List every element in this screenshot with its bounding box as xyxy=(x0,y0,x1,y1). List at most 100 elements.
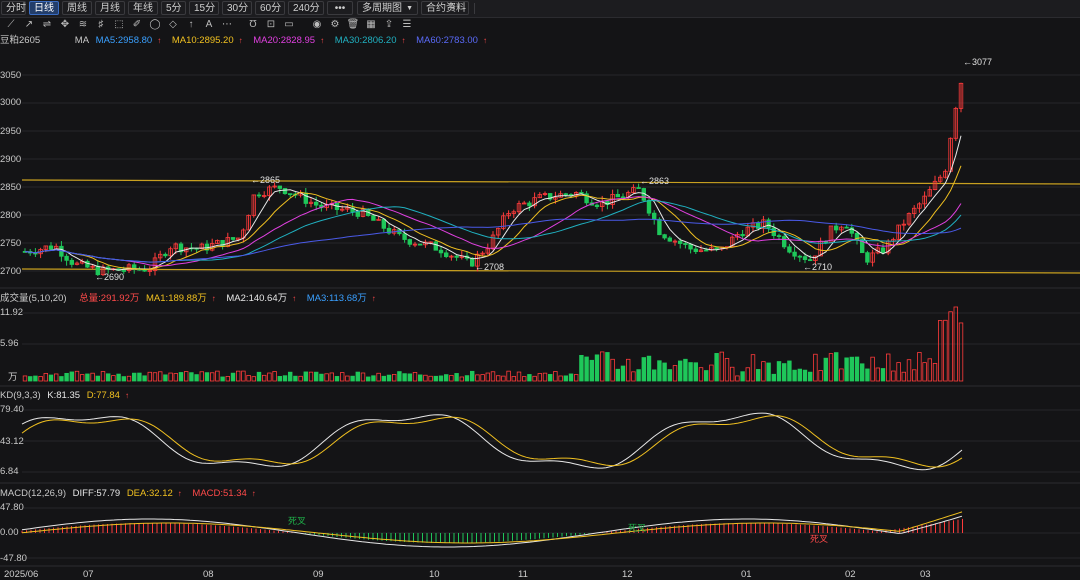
ray-tool-icon[interactable]: ↗ xyxy=(24,19,34,30)
volume-bar xyxy=(589,359,594,382)
volume-ma2: MA2:140.64万 ↑ xyxy=(226,293,300,304)
period-button-30min[interactable]: 30分 xyxy=(222,1,252,15)
candle-body xyxy=(267,186,272,196)
hline-tool-icon[interactable]: ⇌ xyxy=(42,19,52,30)
volume-bar xyxy=(932,363,938,382)
ma-line xyxy=(24,135,962,271)
candle-body xyxy=(485,248,490,254)
candle-body xyxy=(449,255,454,258)
volume-bar xyxy=(397,371,402,382)
candle-body xyxy=(490,234,496,250)
arrow-tool-icon[interactable]: ↑ xyxy=(188,19,194,30)
volume-bar xyxy=(90,372,95,382)
volume-bar xyxy=(69,371,74,382)
volume-bar xyxy=(548,374,553,382)
ma-line xyxy=(24,218,962,263)
volume-bar xyxy=(22,375,28,382)
volume-bar xyxy=(287,371,293,382)
ruler-icon[interactable]: ▭ xyxy=(284,19,294,30)
volume-bar xyxy=(875,367,880,382)
volume-bar xyxy=(657,360,662,382)
export-icon[interactable]: ⇪ xyxy=(384,19,394,30)
volume-ma3-text: MA3:113.68万 xyxy=(306,293,367,304)
volume-bar xyxy=(54,373,59,382)
ma5-text: MA5:2958.80 xyxy=(95,35,153,46)
candle-body xyxy=(506,213,511,217)
candle-body xyxy=(339,208,345,211)
diamond-tool-icon[interactable]: ◇ xyxy=(169,19,177,30)
volume-tick: 11.92 xyxy=(0,307,24,318)
volume-bar xyxy=(464,375,470,382)
delete-icon[interactable]: 🗑 xyxy=(346,19,360,30)
lock-icon[interactable]: ⊡ xyxy=(266,19,276,30)
volume-bar xyxy=(142,375,147,382)
macd-tick: 47.80 xyxy=(0,502,24,513)
x-tick: 01 xyxy=(741,569,752,580)
candle-body xyxy=(360,208,366,217)
grid-icon[interactable]: ▦ xyxy=(366,19,376,30)
volume-bar xyxy=(230,372,236,382)
volume-bar xyxy=(579,354,584,382)
line-tool-icon[interactable]: ⟋ xyxy=(7,19,15,30)
candle-body xyxy=(854,232,860,240)
volume-bar xyxy=(600,351,605,382)
eye-icon[interactable]: ◉ xyxy=(312,19,322,30)
volume-bar xyxy=(563,375,568,382)
draw-tool-icon[interactable]: ✎ xyxy=(447,2,457,13)
volume-bar xyxy=(745,367,750,382)
candle-body xyxy=(308,201,314,204)
more-button[interactable]: ••• xyxy=(327,1,353,15)
drawing-toolbar: ⟋ ↗ ⇌ ✥ ≋ ♯ ⬚ ✐ ◯ ◇ ↑ A ⋯ Ʊ ⊡ ▭ ◉ ⚙ 🗑 ▦ … xyxy=(0,17,480,32)
text-tool-icon[interactable]: A xyxy=(205,19,213,30)
d-line xyxy=(21,415,963,468)
volume-bar xyxy=(355,371,360,382)
gear-icon[interactable]: ☰ xyxy=(402,19,412,30)
volume-bar xyxy=(428,375,433,382)
volume-bar xyxy=(412,372,418,382)
period-button-60min[interactable]: 60分 xyxy=(255,1,285,15)
x-tick: 03 xyxy=(920,569,931,580)
period-button-15min[interactable]: 15分 xyxy=(189,1,219,15)
circle-tool-icon[interactable]: ◯ xyxy=(149,19,161,30)
candle-body xyxy=(802,256,808,261)
period-button-daily[interactable]: 日线 xyxy=(29,1,59,15)
candle-body xyxy=(220,239,225,247)
volume-bar xyxy=(672,365,678,382)
volume-bar xyxy=(475,374,480,382)
candle-body xyxy=(808,259,813,262)
volume-bar xyxy=(610,358,615,382)
volume-bar xyxy=(215,370,220,382)
rect-tool-icon[interactable]: ⬚ xyxy=(114,19,124,30)
volume-bar xyxy=(298,375,303,382)
contract-info-button[interactable]: 合约资料 xyxy=(421,1,469,15)
candle-body xyxy=(953,107,958,139)
up-arrow-icon: ↑ xyxy=(157,36,162,45)
fibonacci-tool-icon[interactable]: ♯ xyxy=(98,19,104,30)
period-button-fenshi[interactable]: 分时 xyxy=(1,1,26,15)
period-button-monthly[interactable]: 月线 xyxy=(95,1,125,15)
volume-bar xyxy=(766,362,771,382)
volume-bar xyxy=(818,370,823,382)
volume-bar xyxy=(74,370,80,382)
candle-body xyxy=(417,243,423,246)
volume-bar xyxy=(870,356,875,382)
candle-body xyxy=(454,255,459,258)
magnet-icon[interactable]: Ʊ xyxy=(249,19,257,30)
ma-line xyxy=(24,165,962,271)
period-button-5min[interactable]: 5分 xyxy=(161,1,186,15)
brush-tool-icon[interactable]: ✐ xyxy=(132,19,142,30)
period-button-weekly[interactable]: 周线 xyxy=(62,1,92,15)
volume-bar xyxy=(724,358,730,382)
volume-bar xyxy=(735,375,740,382)
volume-bar xyxy=(225,376,230,382)
channel-tool-icon[interactable]: ≋ xyxy=(78,19,88,30)
volume-bar xyxy=(386,374,392,382)
settings-icon[interactable]: ⚙ xyxy=(330,19,340,30)
period-button-yearly[interactable]: 年线 xyxy=(128,1,158,15)
candle-body xyxy=(345,207,350,210)
multi-period-dropdown[interactable]: 多周期图 ▼ xyxy=(357,1,418,15)
ellipsis-icon[interactable]: ⋯ xyxy=(222,19,232,30)
move-tool-icon[interactable]: ✥ xyxy=(60,19,70,30)
period-button-240min[interactable]: 240分 xyxy=(288,1,324,15)
